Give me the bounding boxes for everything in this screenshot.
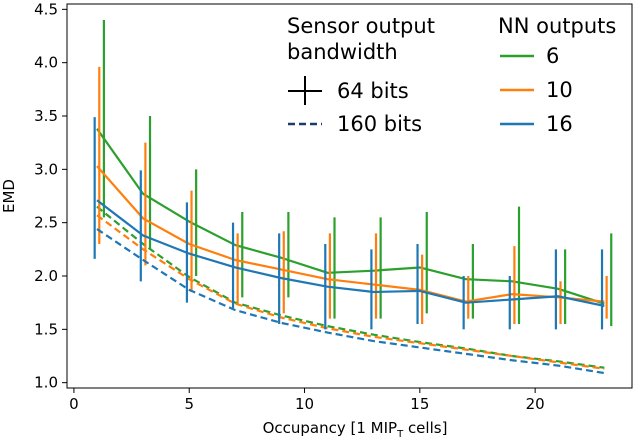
series-6: [96, 20, 613, 369]
y-tick-label: 1.0: [34, 374, 58, 392]
y-tick-label: 3.0: [34, 160, 58, 178]
x-tick-label: 10: [295, 395, 314, 413]
legend-bandwidth-title-line2: bandwidth: [287, 40, 398, 64]
legend-entry-10: 10: [546, 78, 573, 102]
y-axis-title: EMD: [0, 179, 18, 213]
line-64-bits-6: [96, 128, 605, 305]
line-160-bits-10: [96, 214, 605, 370]
legend-entry-16: 16: [546, 112, 573, 136]
legend-bandwidth-title-line1: Sensor output: [287, 14, 435, 38]
series-layer: [93, 20, 613, 375]
y-tick-label: 4.5: [34, 0, 58, 18]
x-tick-label: 20: [526, 395, 545, 413]
legend-entry-6: 6: [546, 44, 559, 68]
series-16: [93, 117, 605, 375]
series-10: [96, 66, 608, 370]
y-tick-label: 1.5: [34, 320, 58, 338]
line-64-bits-10: [96, 165, 605, 303]
x-tick-label: 0: [69, 395, 79, 413]
y-tick-label: 3.5: [34, 107, 58, 125]
y-tick-label: 2.0: [34, 267, 58, 285]
y-tick-label: 2.5: [34, 214, 58, 232]
x-tick-label: 15: [410, 395, 429, 413]
legend-solid-marker: [288, 76, 322, 105]
legend-nn-outputs: NN outputs 6 10 16: [498, 14, 616, 136]
legend-bandwidth-entry-160: 160 bits: [337, 112, 422, 136]
line-160-bits-16: [96, 228, 605, 375]
line-160-bits-6: [96, 205, 605, 369]
y-tick-label: 4.0: [34, 54, 58, 72]
legend-bandwidth-entry-64: 64 bits: [337, 79, 409, 103]
x-tick-label: 5: [184, 395, 194, 413]
axes: 0 5 10 15 20 1.0 1.5 2.0 2.5 3.0 3.5 4.0 4.5: [34, 0, 633, 413]
plot-frame: [66, 3, 633, 389]
line-64-bits-16: [96, 199, 605, 307]
legend-nn-title: NN outputs: [498, 14, 616, 38]
x-axis-title: Occupancy [1 MIPT cells]: [263, 419, 448, 440]
legend-bandwidth: Sensor output bandwidth 64 bits 160 bits: [287, 14, 435, 136]
